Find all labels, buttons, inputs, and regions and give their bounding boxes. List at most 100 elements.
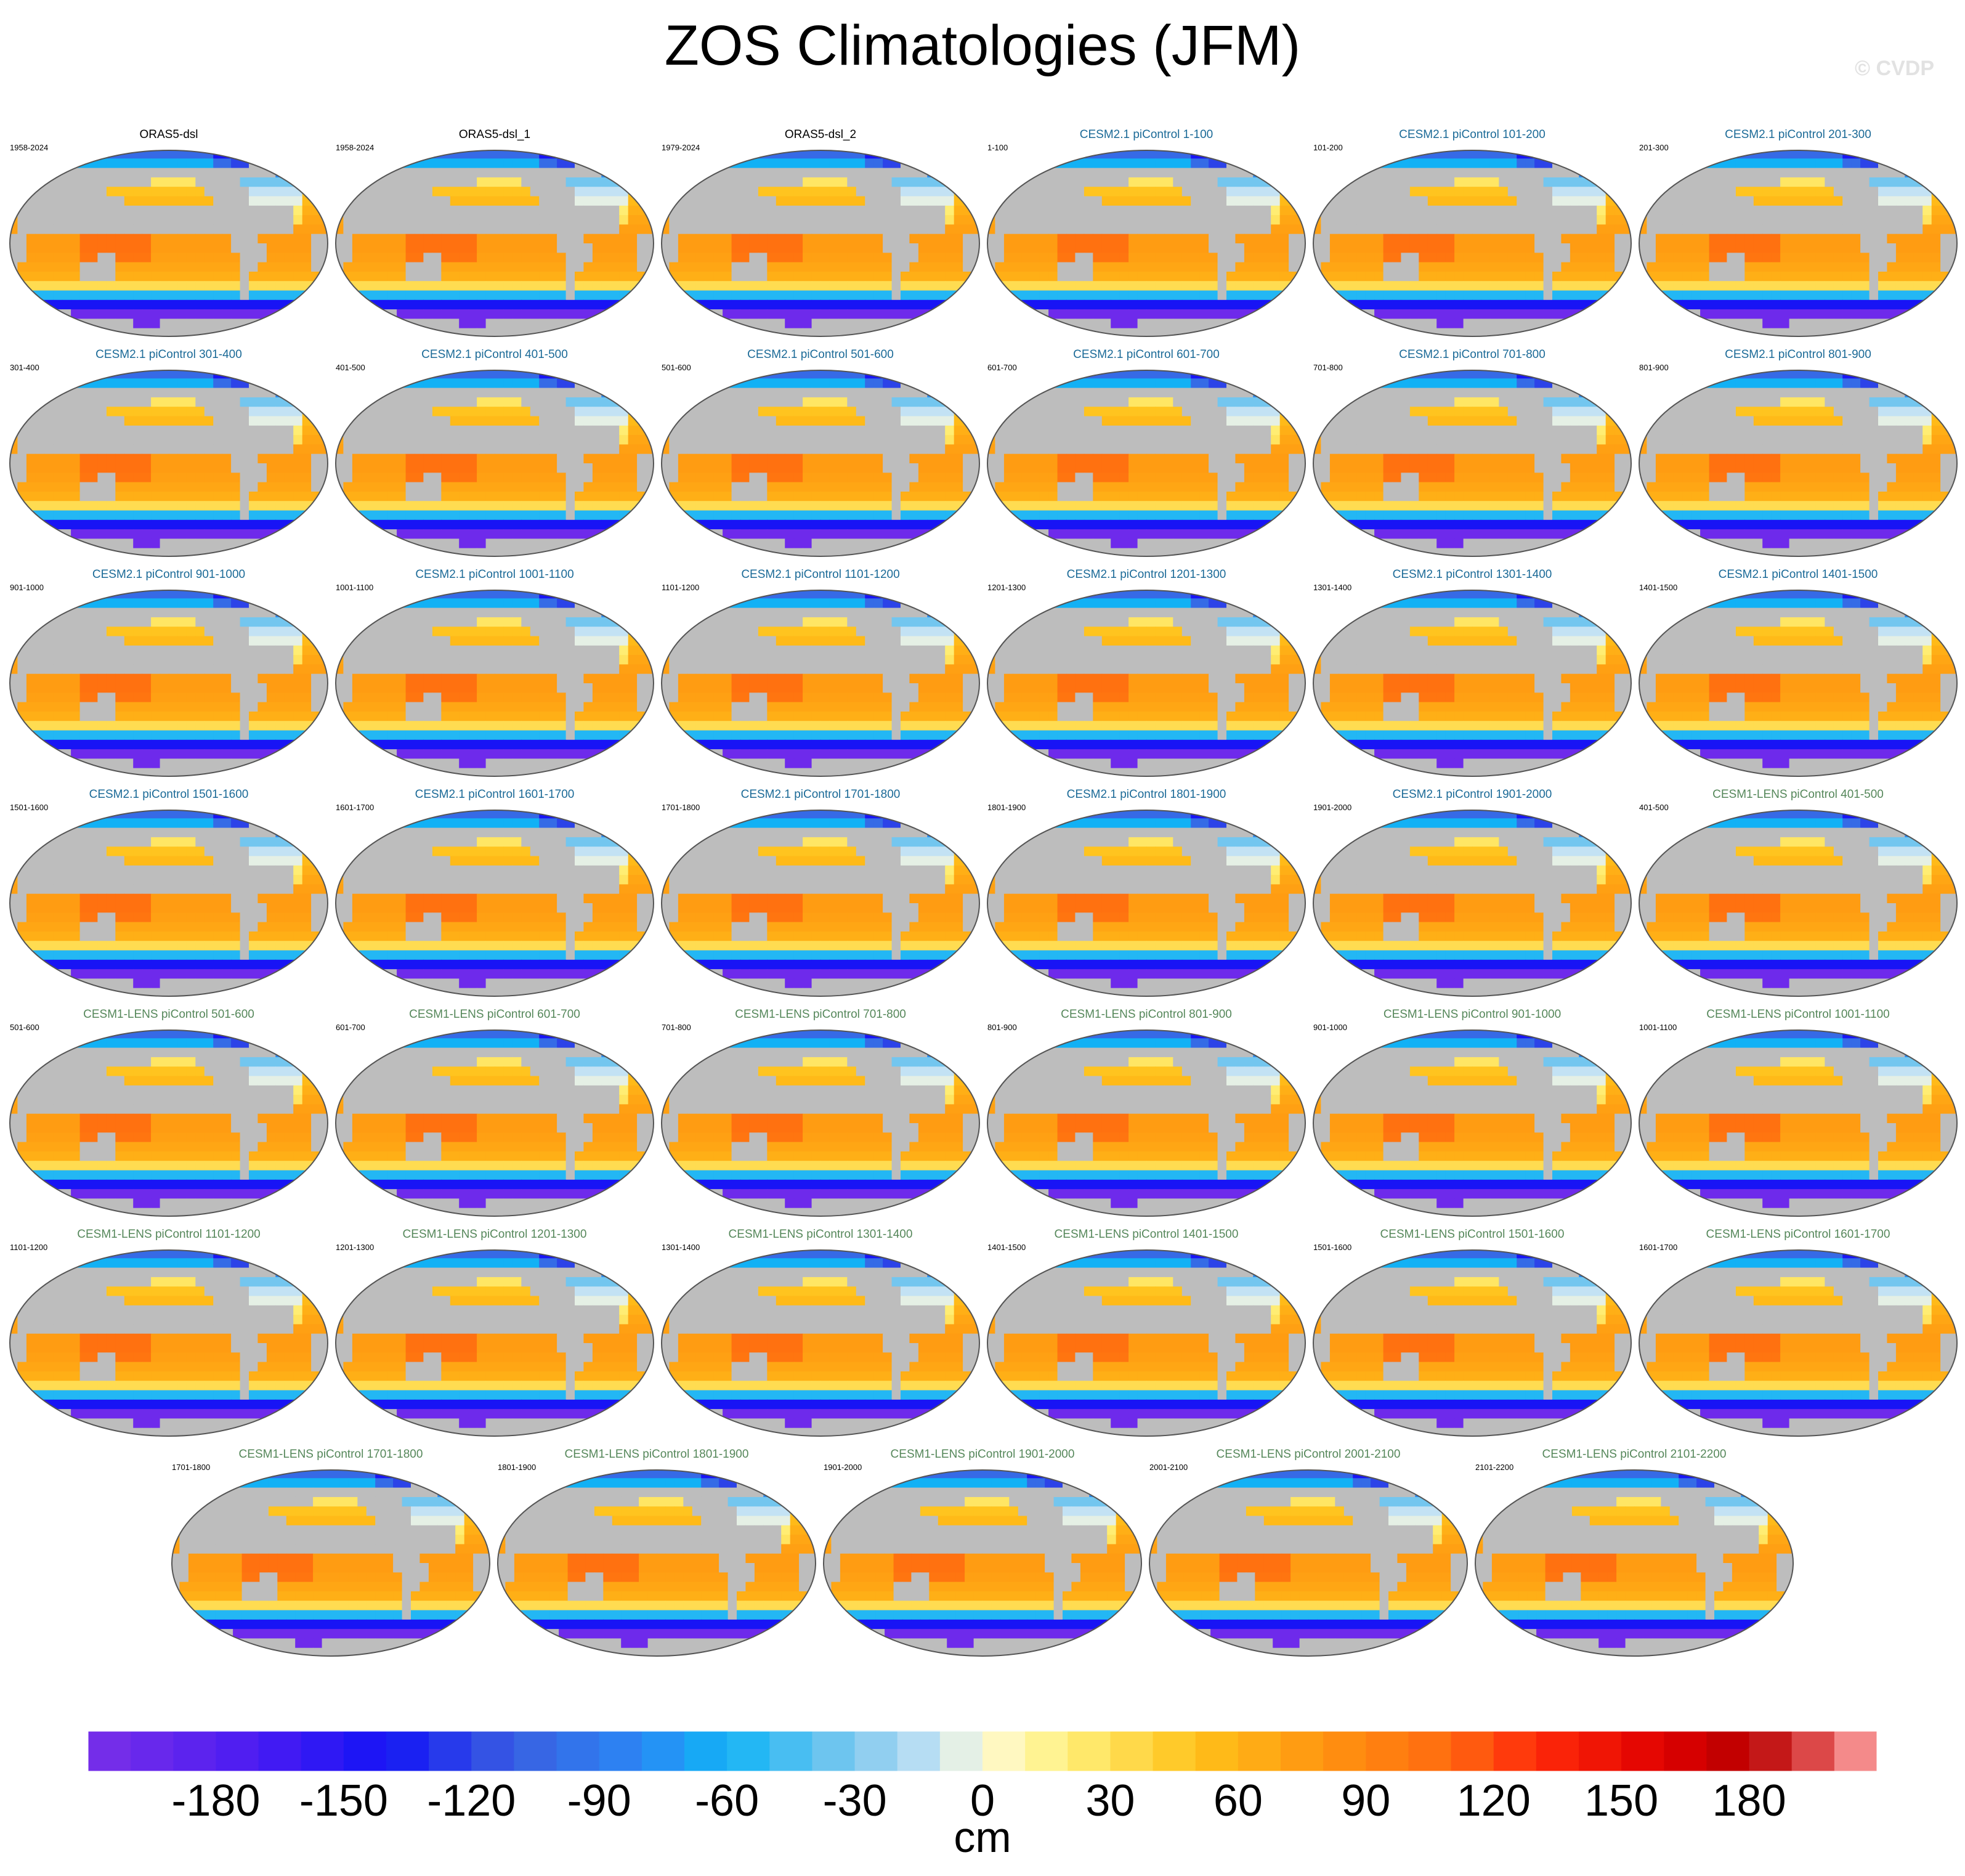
globe-outline: [987, 370, 1306, 557]
robinson-map: [1475, 1469, 1794, 1657]
colorbar-bin: [301, 1731, 344, 1771]
robinson-map: [335, 590, 654, 777]
colorbar-bin: [429, 1731, 472, 1771]
robinson-map: [1313, 1249, 1632, 1437]
robinson-map: [987, 810, 1306, 997]
map-panel: ORAS5-dsl 1958-2024: [9, 128, 329, 338]
globe-outline: [823, 1469, 1142, 1657]
figure-title: ZOS Climatologies (JFM): [0, 14, 1965, 78]
cvdp-watermark: © CVDP: [1855, 57, 1934, 81]
globe-outline: [987, 150, 1306, 337]
colorbar-bin: [1195, 1731, 1239, 1771]
globe-outline: [661, 810, 980, 997]
globe-outline: [1313, 150, 1632, 337]
panel-title: CESM1-LENS piControl 401-500: [1638, 788, 1958, 802]
globe-outline: [1313, 810, 1632, 997]
panel-title: CESM1-LENS piControl 1601-1700: [1638, 1228, 1958, 1241]
robinson-map: [1313, 370, 1632, 557]
robinson-map: [661, 150, 980, 337]
robinson-map: [1639, 370, 1958, 557]
colorbar-bin: [1366, 1731, 1409, 1771]
map-panel: CESM2.1 piControl 1101-1200 1101-1200: [660, 568, 981, 778]
globe-outline: [1639, 1029, 1958, 1217]
map-panel: CESM1-LENS piControl 1101-1200 1101-1200: [9, 1228, 329, 1437]
map-panel: CESM2.1 piControl 1001-1100 1001-1100: [334, 568, 655, 778]
robinson-map: [987, 1249, 1306, 1437]
globe-outline: [987, 1249, 1306, 1437]
panel-title: CESM2.1 piControl 1401-1500: [1638, 568, 1958, 582]
panel-title: CESM2.1 piControl 801-900: [1638, 348, 1958, 362]
zos-field: [1639, 370, 1957, 556]
panel-period-label: 101-200: [1313, 143, 1343, 152]
map-panel: CESM2.1 piControl 101-200 101-200: [1312, 128, 1632, 338]
panel-title: CESM2.1 piControl 1601-1700: [334, 788, 655, 802]
panel-title: CESM2.1 piControl 501-600: [660, 348, 981, 362]
globe-outline: [1313, 1249, 1632, 1437]
robinson-map: [823, 1469, 1142, 1657]
map-panel: CESM1-LENS piControl 1401-1500 1401-1500: [986, 1228, 1307, 1437]
panel-period-label: 1958-2024: [10, 143, 48, 152]
globe-outline: [335, 150, 654, 337]
colorbar-bin: [1536, 1731, 1579, 1771]
panel-period-label: 401-500: [1639, 803, 1669, 812]
map-panel: CESM2.1 piControl 701-800 701-800: [1312, 348, 1632, 558]
globe-outline: [987, 1029, 1306, 1217]
colorbar-bin: [386, 1731, 429, 1771]
map-panel: CESM1-LENS piControl 1601-1700 1601-1700: [1638, 1228, 1958, 1437]
globe-outline: [661, 370, 980, 557]
globe-outline: [171, 1469, 490, 1657]
map-panel: ORAS5-dsl_1 1958-2024: [334, 128, 655, 338]
map-panel: CESM1-LENS piControl 1801-1900 1801-1900: [496, 1448, 817, 1657]
robinson-map: [171, 1469, 490, 1657]
panel-period-label: 1501-1600: [10, 803, 48, 812]
robinson-map: [335, 1029, 654, 1217]
panel-period-label: 901-1000: [10, 583, 44, 592]
panel-period-label: 1401-1500: [987, 1243, 1026, 1252]
map-panel: CESM1-LENS piControl 1201-1300 1201-1300: [334, 1228, 655, 1437]
globe-outline: [1639, 370, 1958, 557]
panel-period-label: 1301-1400: [1313, 583, 1351, 592]
colorbar-bin: [514, 1731, 557, 1771]
map-panel: CESM2.1 piControl 401-500 401-500: [334, 348, 655, 558]
robinson-map: [661, 1249, 980, 1437]
panel-period-label: 1201-1300: [336, 1243, 374, 1252]
panel-period-label: 1979-2024: [662, 143, 700, 152]
globe-outline: [335, 370, 654, 557]
colorbar-bin: [1068, 1731, 1111, 1771]
panel-title: CESM2.1 piControl 401-500: [334, 348, 655, 362]
colorbar-bin: [1110, 1731, 1154, 1771]
panel-period-label: 1201-1300: [987, 583, 1026, 592]
globe-outline: [1639, 810, 1958, 997]
panel-title: CESM1-LENS piControl 1501-1600: [1312, 1228, 1632, 1241]
robinson-map: [987, 590, 1306, 777]
colorbar-bin: [556, 1731, 600, 1771]
robinson-map: [1313, 1029, 1632, 1217]
panel-period-label: 1-100: [987, 143, 1008, 152]
map-panel: CESM2.1 piControl 301-400 301-400: [9, 348, 329, 558]
panel-period-label: 1001-1100: [1639, 1023, 1677, 1032]
map-panel: CESM2.1 piControl 1701-1800 1701-1800: [660, 788, 981, 997]
map-panel: CESM1-LENS piControl 2001-2100 2001-2100: [1148, 1448, 1469, 1657]
globe-outline: [1313, 1029, 1632, 1217]
globe-outline: [661, 1029, 980, 1217]
panel-title: ORAS5-dsl_1: [334, 128, 655, 142]
panel-title: CESM2.1 piControl 301-400: [9, 348, 329, 362]
map-panel: ORAS5-dsl_2 1979-2024: [660, 128, 981, 338]
globe-outline: [1475, 1469, 1794, 1657]
robinson-map: [987, 1029, 1306, 1217]
colorbar-bin: [131, 1731, 174, 1771]
colorbar-bin: [258, 1731, 302, 1771]
globe-outline: [1313, 590, 1632, 777]
panel-period-label: 701-800: [662, 1023, 691, 1032]
colorbar-bin: [983, 1731, 1026, 1771]
panel-title: CESM2.1 piControl 1701-1800: [660, 788, 981, 802]
robinson-map: [661, 1029, 980, 1217]
panel-title: CESM2.1 piControl 1801-1900: [986, 788, 1307, 802]
panel-title: CESM1-LENS piControl 1801-1900: [496, 1448, 817, 1461]
globe-outline: [9, 1249, 328, 1437]
colorbar-bin: [599, 1731, 642, 1771]
map-panel: CESM1-LENS piControl 1701-1800 1701-1800: [171, 1448, 491, 1657]
map-panel: CESM2.1 piControl 1301-1400 1301-1400: [1312, 568, 1632, 778]
panel-period-label: 1901-2000: [1313, 803, 1351, 812]
colorbar-bin: [1281, 1731, 1324, 1771]
